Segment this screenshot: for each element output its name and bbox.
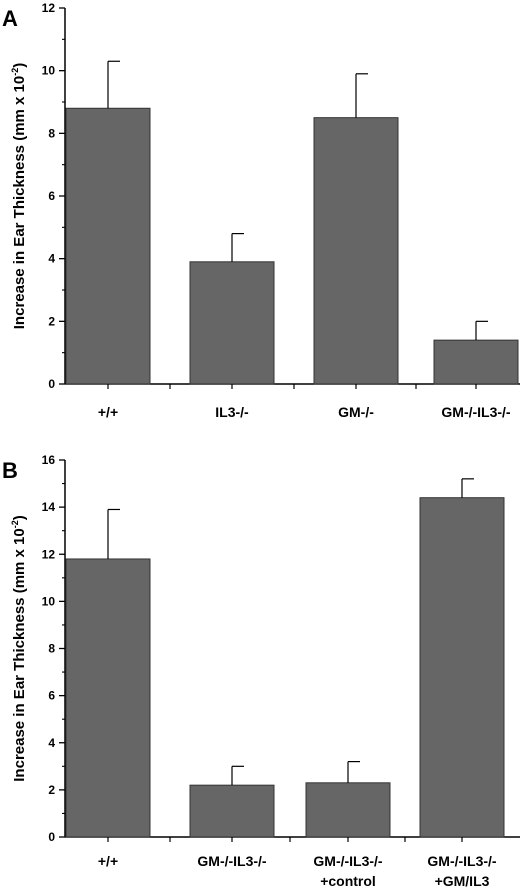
bar	[313, 117, 399, 385]
y-axis-label-end: )	[11, 63, 28, 68]
y-axis-label-sup: -2	[10, 520, 20, 528]
category-label: +/+	[98, 853, 118, 869]
panel-b: B 0 2 4 6 8 10 12 14 16 Increase in Ear Thickness …	[2, 453, 520, 889]
category-label: GM-/-IL3-/-	[441, 404, 511, 420]
bar	[419, 497, 505, 838]
category-label: GM-/-IL3-/-	[313, 853, 383, 869]
bar	[433, 339, 519, 385]
y-axis-label-main: Increase in Ear Thickness (mm x 10	[11, 528, 28, 781]
category-label: GM-/-IL3-/-	[427, 853, 497, 869]
y-tick-label: 8	[48, 126, 55, 140]
y-axis-label-end: )	[11, 515, 28, 520]
bar	[189, 261, 275, 385]
y-tick-label: 6	[48, 189, 55, 203]
y-tick-label: 4	[48, 252, 55, 266]
category-label: +/+	[98, 404, 118, 420]
y-axis-label: Increase in Ear Thickness (mm x 10-2)	[10, 515, 28, 781]
y-axis-label: Increase in Ear Thickness (mm x 10-2)	[10, 63, 28, 329]
y-axis-label-sup: -2	[10, 68, 20, 76]
y-tick-label: 2	[48, 314, 55, 328]
y-tick-label: 4	[48, 736, 55, 750]
y-tick-label: 6	[48, 689, 55, 703]
panel-letter: B	[2, 458, 18, 483]
y-tick-label: 16	[42, 453, 56, 467]
y-axis-label-main: Increase in Ear Thickness (mm x 10	[11, 76, 28, 329]
category-label: GM-/-	[338, 404, 374, 420]
y-tick-label: 10	[42, 594, 56, 608]
category-label: GM-/-IL3-/-	[197, 853, 267, 869]
y-tick-label: 2	[48, 783, 55, 797]
panel-a: A 0 2 4 6 8 10 12 Increase in Ear Thickness (mm …	[2, 1, 520, 420]
category-label: +control	[320, 873, 376, 889]
bar	[65, 107, 151, 385]
category-label: IL3-/-	[215, 404, 249, 420]
y-tick-label: 8	[48, 642, 55, 656]
y-tick-label: 0	[48, 377, 55, 391]
y-tick-label: 10	[42, 64, 56, 78]
panel-letter: A	[2, 6, 18, 31]
category-label: +GM/IL3	[435, 873, 490, 889]
y-tick-label: 12	[42, 1, 56, 15]
y-tick-label: 12	[42, 547, 56, 561]
bar	[305, 782, 391, 838]
y-tick-label: 0	[48, 830, 55, 844]
y-tick-label: 14	[42, 500, 56, 514]
bar	[189, 784, 275, 838]
bar	[65, 558, 151, 838]
